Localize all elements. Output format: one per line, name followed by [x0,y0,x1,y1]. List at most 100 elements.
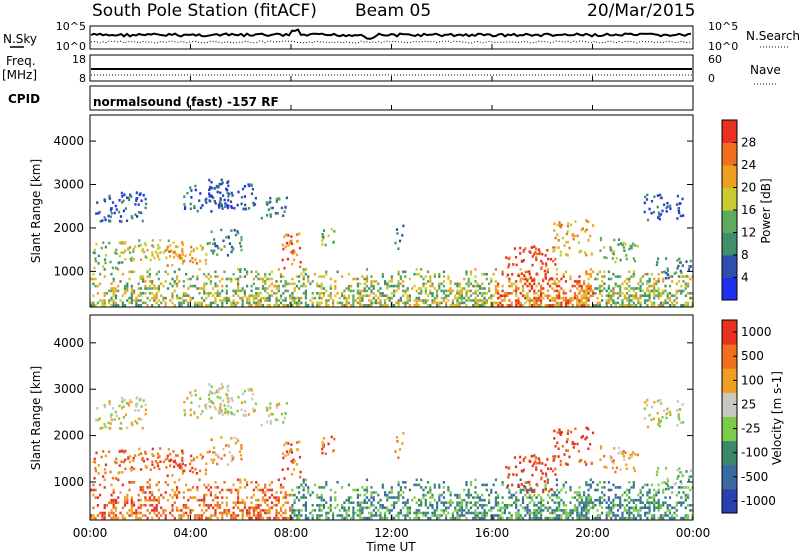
heatmap-cell [365,304,369,307]
heatmap-cell [350,284,353,288]
heatmap-cell [103,199,107,203]
heatmap-cell [641,294,644,297]
heatmap-cell [648,506,651,510]
heatmap-cell [659,301,662,305]
heatmap-cell [571,442,574,446]
heatmap-cell [530,498,534,502]
heatmap-cell [126,498,129,502]
heatmap-cell [166,287,170,290]
heatmap-cell [442,491,445,494]
heatmap-cell [680,496,683,499]
heatmap-cell [275,514,278,517]
heatmap-cell [675,292,678,295]
heatmap-cell [320,282,323,286]
heatmap-cell [552,259,555,263]
heatmap-cell [556,431,559,434]
heatmap-cell [255,270,258,274]
heatmap-cell [603,275,606,278]
heatmap-cell [433,514,436,517]
heatmap-cell [587,509,590,512]
heatmap-cell [363,289,366,293]
heatmap-cell [207,483,210,487]
heatmap-cell [107,421,110,425]
heatmap-cell [585,301,588,305]
heatmap-cell [103,423,106,426]
heatmap-cell [668,292,672,295]
heatmap-cell [609,248,612,252]
heatmap-cell [320,504,323,507]
heatmap-cell [171,504,174,507]
heatmap-cell [677,280,681,283]
heatmap-cell [284,282,287,286]
heatmap-cell [233,413,236,416]
heatmap-cell [553,222,556,226]
heatmap-cell [184,464,187,467]
heatmap-cell [128,481,131,484]
heatmap-cell [559,224,562,227]
heatmap-cell [625,509,629,512]
heatmap-cell [270,294,274,297]
heatmap-cell [178,268,181,271]
heatmap-cell [214,504,217,507]
heatmap-cell [356,488,359,492]
heatmap-cell [397,514,400,517]
heatmap-cell [406,501,409,504]
heatmap-cell [445,301,448,305]
heatmap-cell [216,294,219,297]
heatmap-cell [128,514,131,517]
heatmap-cell [370,301,373,305]
heatmap-cell [281,243,285,247]
heatmap-cell [153,496,156,499]
heatmap-cell [657,272,660,276]
heatmap-cell [607,294,610,297]
heatmap-cell [173,255,176,259]
heatmap-cell [601,280,604,283]
heatmap-cell [196,488,199,492]
heatmap-cell [666,301,669,305]
heatmap-cell [510,284,513,288]
heatmap-cell [329,488,332,492]
heatmap-cell [142,486,145,489]
heatmap-cell [616,296,620,300]
heatmap-cell [576,516,579,520]
heatmap-cell [148,511,151,515]
heatmap-cell [399,488,402,492]
heatmap-cell [551,282,554,286]
heatmap-cell [503,509,506,512]
heatmap-cell [207,292,210,295]
heatmap-cell [433,486,436,489]
heatmap-cell [112,292,115,295]
heatmap-cell [194,284,197,288]
heatmap-cell [259,511,262,515]
heatmap-cell [397,491,400,494]
heatmap-cell [675,296,678,300]
heatmap-cell [234,292,237,295]
heatmap-cell [149,258,152,262]
heatmap-cell [415,272,418,276]
heatmap-cell [352,277,355,281]
nsearch-tick-top: 10^5 [708,20,738,33]
heatmap-cell [510,304,513,307]
heatmap-cell [628,488,631,492]
heatmap-cell [361,304,364,307]
heatmap-cell [320,301,323,305]
heatmap-cell [438,284,441,288]
heatmap-cell [109,422,112,425]
heatmap-cell [153,284,156,288]
heatmap-cell [333,437,336,441]
heatmap-cell [447,511,450,515]
heatmap-cell [541,252,544,256]
heatmap-cell [291,516,294,520]
heatmap-cell [352,301,355,305]
heatmap-cell [463,277,466,281]
heatmap-cell [552,469,555,473]
heatmap-cell [138,447,141,451]
heatmap-cell [458,292,461,295]
heatmap-cell [359,292,362,295]
heatmap-cell [492,506,495,510]
heatmap-cell [433,287,436,290]
heatmap-cell [420,289,423,293]
heatmap-cell [544,294,547,297]
heatmap-cell [207,504,210,507]
